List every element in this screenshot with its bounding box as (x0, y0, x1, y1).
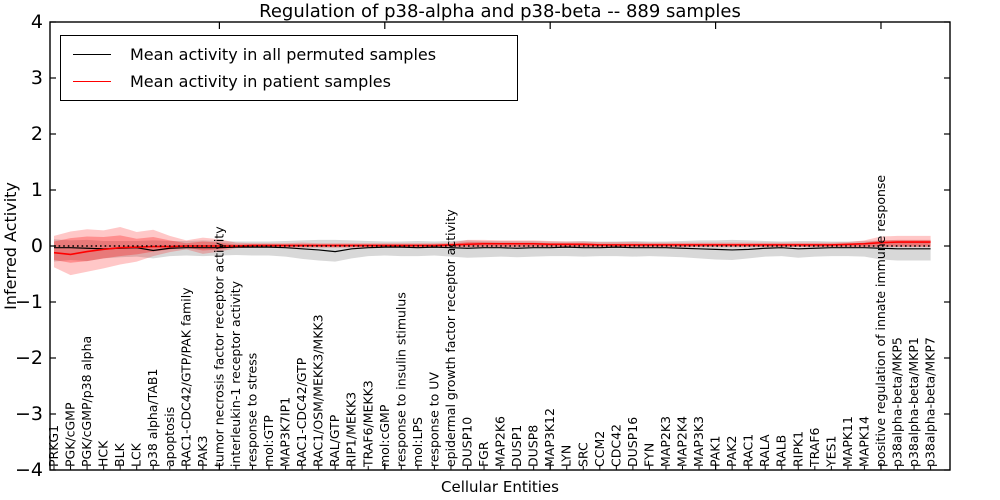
patient-range-outer-band (54, 226, 931, 276)
x-category-label: RAL/GTP (327, 414, 342, 467)
x-category-label: p38alpha-beta/MKP1 (906, 337, 921, 467)
legend-label-permuted: Mean activity in all permuted samples (130, 45, 437, 64)
y-tick-label: −3 (15, 403, 43, 425)
x-category-label: mol:cGMP (377, 404, 392, 467)
x-category-label: mol:LPS (410, 417, 425, 467)
x-category-label: response to UV (426, 372, 441, 467)
x-category-label: FGR (476, 441, 491, 467)
x-category-label: DUSP1 (509, 425, 524, 467)
x-category-label: LCK (129, 442, 144, 467)
x-category-label: MAP3K12 (542, 408, 557, 467)
y-tick-label: −1 (15, 291, 43, 313)
legend: Mean activity in all permuted samples Me… (60, 35, 518, 101)
x-category-label: MAP3K7IP1 (278, 397, 293, 467)
x-category-label: YES1 (823, 436, 838, 468)
x-category-label: p38alpha-beta/MKP5 (890, 337, 905, 467)
x-category-label: MAP2K4 (675, 416, 690, 467)
x-category-label: MAPK11 (840, 416, 855, 467)
y-tick-label: 2 (31, 123, 43, 145)
x-category-label: PGK/cGMP/p38 alpha (79, 336, 94, 467)
x-category-label: RAC1/OSM/MEKK3/MKK3 (311, 314, 326, 467)
x-category-label: TRAF6/MEKK3 (360, 380, 375, 468)
x-category-label: RIP1/MEKK3 (344, 392, 359, 467)
x-category-label: response to insulin stimulus (393, 292, 408, 467)
x-category-label: MAP2K3 (658, 416, 673, 467)
x-category-label: RIPK1 (790, 431, 805, 467)
x-category-label: positive regulation of innate immune res… (873, 175, 888, 467)
y-tick-label: −2 (15, 347, 43, 369)
x-category-label: RALB (774, 435, 789, 467)
y-tick-label: 1 (31, 179, 43, 201)
x-category-label: RAC1-CDC42/GTP/PAK family (178, 287, 193, 467)
x-category-label: tumor necrosis factor receptor activity (211, 226, 226, 467)
x-category-label: PAK1 (708, 436, 723, 467)
legend-label-patient: Mean activity in patient samples (130, 72, 391, 91)
x-category-label: HCK (96, 440, 111, 467)
y-tick-label: −4 (15, 459, 43, 481)
x-category-label: LYN (559, 445, 574, 467)
x-category-label: RAC1 (741, 434, 756, 467)
y-tick-label: 3 (31, 67, 43, 89)
x-category-label: SRC (575, 442, 590, 467)
legend-entry-patient: Mean activity in patient samples (73, 68, 509, 95)
x-category-label: PAK3 (195, 436, 210, 467)
x-category-label: interleukin-1 receptor activity (228, 280, 243, 467)
x-category-label: PGK/cGMP (63, 402, 78, 467)
x-category-label: RAC1-CDC42/GTP (294, 357, 309, 467)
x-category-label: DUSP8 (526, 425, 541, 467)
x-axis-label: Cellular Entities (441, 478, 559, 496)
x-category-label: PRKG1 (46, 425, 61, 467)
x-category-label: epidermal growth factor receptor activit… (443, 209, 458, 467)
y-tick-label: 4 (31, 11, 43, 33)
x-category-label: response to stress (244, 353, 259, 467)
x-category-label: PAK2 (724, 436, 739, 467)
x-category-label: MAP3K3 (691, 416, 706, 467)
x-category-label: FYN (641, 443, 656, 467)
series-line-patient (53, 241, 931, 256)
x-category-label: BLK (112, 442, 127, 467)
legend-entry-permuted: Mean activity in all permuted samples (73, 41, 509, 68)
legend-line-sample-patient (73, 81, 111, 82)
x-category-label: CCM2 (592, 431, 607, 467)
x-category-label: TRAF6 (807, 427, 822, 468)
x-category-label: CDC42 (608, 424, 623, 467)
x-category-label: p38 alpha/TAB1 (145, 369, 160, 467)
x-category-label: RALA (757, 434, 772, 467)
x-category-label: MAP2K6 (493, 416, 508, 467)
chart-title: Regulation of p38-alpha and p38-beta -- … (259, 1, 741, 22)
x-category-label: p38alpha-beta/MKP7 (923, 337, 938, 467)
y-tick-label: 0 (31, 235, 43, 257)
x-category-label: MAPK14 (856, 416, 871, 467)
series-line-permuted (54, 246, 931, 253)
y-axis-label: Inferred Activity (1, 182, 20, 310)
x-category-label: DUSP10 (459, 417, 474, 467)
legend-line-sample-permuted (73, 54, 111, 55)
x-category-label: mol:GTP (261, 415, 276, 467)
x-category-label: DUSP16 (625, 417, 640, 467)
x-category-label: apoptosis (162, 407, 177, 467)
